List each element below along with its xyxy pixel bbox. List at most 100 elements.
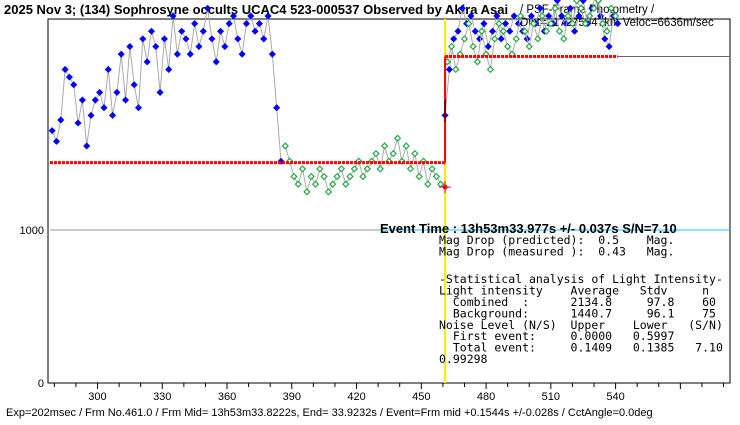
data-point-blue — [501, 20, 510, 28]
y-tick-label: 0 — [38, 378, 44, 390]
footer-info: Exp=202msec / Frm No.461.0 / Frm Mid= 13… — [6, 407, 653, 419]
data-point-blue — [65, 73, 73, 81]
data-point-blue — [117, 50, 125, 58]
series-line-0 — [51, 8, 282, 162]
data-point-green — [538, 12, 546, 20]
x-tick-label: 510 — [542, 391, 560, 403]
data-point-green — [478, 27, 486, 35]
stats-line: Noise Level (N/S) Upper Lower (S/N) — [439, 318, 723, 332]
data-point-blue — [484, 42, 492, 51]
data-point-blue — [191, 20, 199, 28]
data-point-blue — [52, 137, 61, 145]
data-point-green — [324, 188, 333, 196]
data-point-green — [411, 149, 419, 158]
data-point-green — [542, 27, 551, 35]
plot-frame — [47, 18, 731, 384]
data-point-green — [547, 19, 555, 28]
data-point-green — [525, 42, 533, 51]
y-tick-label: 1000 — [20, 225, 44, 237]
data-point-blue — [247, 12, 255, 20]
data-point-blue — [605, 42, 613, 51]
data-point-blue — [506, 27, 514, 35]
data-point-blue — [83, 142, 91, 150]
data-point-green — [529, 19, 538, 28]
data-point-green — [577, 4, 585, 12]
data-point-green — [432, 172, 441, 181]
data-point-blue — [217, 27, 225, 35]
data-point-green — [590, 4, 598, 12]
data-point-blue — [238, 50, 246, 58]
data-point-blue — [476, 35, 484, 43]
data-point-green — [460, 35, 469, 43]
stats-line: Background: 1440.7 96.1 75 — [439, 306, 716, 320]
data-point-green — [564, 12, 572, 20]
data-point-blue — [143, 58, 151, 66]
data-point-green — [424, 180, 432, 188]
data-point-green — [452, 65, 460, 74]
x-tick-label: 300 — [88, 391, 106, 403]
data-point-blue — [566, 4, 574, 12]
data-point-green — [294, 180, 302, 188]
data-point-blue — [553, 0, 561, 5]
data-point-green — [598, 19, 607, 28]
stats-line: -Statistical analysis of Light Intensity… — [439, 272, 723, 286]
data-point-green — [516, 12, 525, 20]
stats-line: First event: 0.0000 0.5997 — [439, 329, 674, 343]
data-point-blue — [74, 119, 82, 127]
data-point-blue — [57, 116, 65, 124]
data-point-green — [298, 165, 307, 173]
data-point-blue — [229, 12, 238, 20]
data-point-green — [337, 165, 346, 173]
data-point-green — [607, 4, 615, 12]
data-point-blue — [596, 12, 605, 20]
data-point-green — [333, 172, 341, 181]
chart-title: 2025 Nov 3; (134) Sophrosyne occults UCA… — [4, 2, 508, 17]
data-point-green — [465, 19, 473, 28]
data-point-blue — [527, 12, 535, 20]
data-point-blue — [458, 4, 466, 12]
data-point-blue — [165, 65, 173, 74]
data-point-green — [307, 172, 315, 181]
data-point-blue — [510, 12, 518, 20]
data-point-blue — [545, 12, 553, 20]
data-point-green — [402, 142, 410, 150]
data-point-green — [555, 27, 564, 35]
data-point-blue — [104, 65, 112, 74]
data-point-blue — [178, 27, 186, 35]
data-point-blue — [113, 88, 121, 96]
x-tick-label: 330 — [153, 391, 171, 403]
data-point-green — [486, 65, 495, 74]
data-point-blue — [225, 20, 233, 28]
data-point-green — [603, 27, 611, 35]
data-point-blue — [78, 96, 86, 104]
data-point-green — [473, 58, 482, 66]
data-point-blue — [96, 88, 104, 96]
event-time: Event Time : 13h53m33.977s +/- 0.037s S/… — [380, 221, 677, 236]
data-point-blue — [100, 104, 108, 112]
data-point-green — [363, 165, 372, 173]
x-tick-label: 420 — [347, 391, 365, 403]
x-tick-label: 450 — [412, 391, 430, 403]
data-point-blue — [450, 35, 458, 43]
data-point-blue — [493, 12, 501, 20]
data-point-blue — [614, 20, 622, 28]
stats-line: Light intensity Average Stdv n — [439, 284, 709, 298]
data-point-blue — [558, 12, 566, 20]
data-point-blue — [130, 81, 138, 89]
data-point-blue — [480, 20, 488, 28]
data-point-green — [469, 42, 477, 51]
stats-line: 0.99298 — [439, 352, 488, 366]
data-point-blue — [467, 12, 475, 20]
data-point-green — [447, 42, 456, 51]
stats-line: Combined : 2134.8 97.8 60 — [439, 295, 716, 309]
data-point-green — [320, 172, 328, 181]
data-point-blue — [562, 20, 570, 28]
data-point-green — [611, 12, 620, 20]
data-point-green — [350, 165, 359, 173]
data-point-green — [521, 27, 529, 35]
data-point-green — [372, 149, 380, 158]
data-point-blue — [260, 35, 268, 43]
data-point-blue — [87, 111, 95, 119]
x-tick-label: 360 — [218, 391, 236, 403]
